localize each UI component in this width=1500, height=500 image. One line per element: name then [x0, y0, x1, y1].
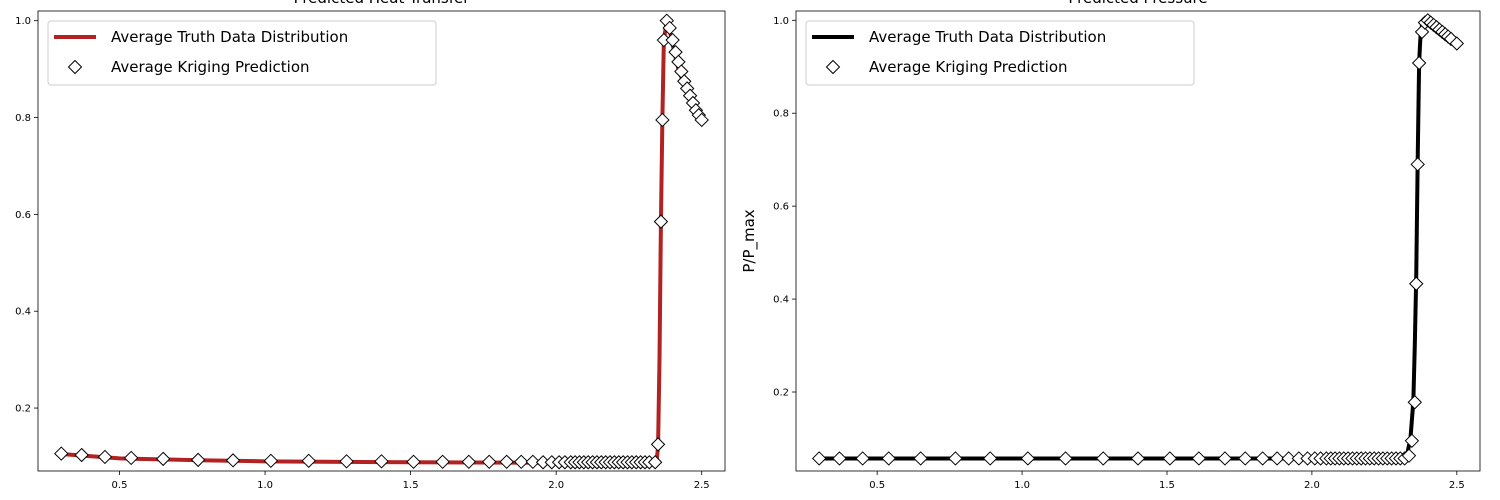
data-point — [301, 453, 316, 469]
legend: Average Truth Data Distribution Average K… — [805, 20, 1195, 86]
data-point — [525, 454, 541, 470]
data-point — [1217, 451, 1233, 466]
data-point — [913, 451, 928, 466]
data-point — [74, 447, 89, 463]
data-point — [1443, 31, 1459, 47]
data-point — [514, 454, 529, 470]
data-point — [482, 454, 497, 470]
data-point — [1162, 451, 1178, 466]
x-tick-label: 1.0 — [1014, 480, 1030, 491]
axes-frame — [37, 10, 726, 472]
x-tick-label: 2.0 — [548, 480, 564, 491]
x-tick-label: 1.0 — [257, 480, 273, 491]
legend-box — [805, 20, 1195, 86]
data-point — [1269, 451, 1285, 466]
legend: Average Truth Data Distribution Average K… — [47, 20, 437, 86]
data-point — [97, 449, 113, 465]
chart-0: Predicted Heat Transfer 0.5 1.0 1.5 2.0 2.5 0.… — [15, 0, 726, 491]
data-point — [694, 112, 709, 128]
data-point — [1411, 55, 1427, 71]
data-point — [982, 451, 998, 466]
series-line-0 — [819, 18, 1459, 461]
y-tick-label: 0.4 — [773, 295, 789, 306]
legend-marker-swatch — [67, 59, 83, 75]
data-point — [1238, 451, 1253, 466]
data-point — [374, 454, 389, 469]
x-tick-label: 0.5 — [869, 480, 885, 491]
y-tick-label: 0.6 — [773, 202, 789, 213]
x-tick-label: 2.5 — [694, 480, 710, 491]
chart-1: Predicted Pressure P/P_max 0.5 1.0 1.5 2.0 2.5… — [740, 0, 1481, 491]
y-tick-label: 0.2 — [773, 388, 789, 399]
data-point — [1058, 451, 1073, 466]
legend-marker-swatch — [825, 59, 841, 75]
y-tick-label: 0.2 — [15, 404, 31, 415]
data-point — [650, 437, 666, 452]
data-point — [1449, 36, 1465, 51]
chart-title: Predicted Pressure — [1068, 0, 1207, 7]
data-point — [1130, 451, 1146, 466]
x-tick-label: 1.5 — [1159, 480, 1175, 491]
y-tick-label: 0.6 — [15, 210, 31, 221]
data-point — [1410, 157, 1425, 172]
data-point — [1191, 451, 1207, 466]
x-tick-label: 2.0 — [1304, 480, 1320, 491]
data-point — [1281, 451, 1296, 466]
y-tick-label: 0.4 — [15, 307, 31, 318]
data-point — [1401, 448, 1417, 463]
legend-label: Average Kriging Prediction — [111, 58, 310, 76]
data-point — [435, 454, 450, 470]
data-point — [647, 455, 663, 470]
data-point — [1096, 451, 1111, 466]
x-tick-label: 1.5 — [403, 480, 419, 491]
data-point — [499, 454, 514, 470]
y-axis-label: P/P_max — [740, 209, 759, 272]
chart-title: Predicted Heat Transfer — [294, 0, 471, 7]
series-line-0 — [61, 18, 704, 465]
data-point — [881, 451, 896, 466]
data-point — [225, 453, 241, 468]
legend-label: Average Truth Data Distribution — [869, 28, 1106, 46]
data-point — [406, 454, 421, 470]
data-point — [653, 214, 669, 229]
data-point — [1020, 451, 1036, 466]
data-point — [855, 451, 870, 466]
legend-label: Average Kriging Prediction — [869, 58, 1068, 76]
data-point — [655, 112, 670, 128]
data-point — [263, 453, 279, 469]
x-tick-label: 2.5 — [1449, 480, 1465, 491]
data-point — [461, 454, 477, 470]
data-point — [1404, 433, 1420, 449]
y-tick-label: 1.0 — [15, 16, 31, 27]
data-point — [811, 451, 827, 466]
data-point — [54, 446, 69, 461]
y-tick-label: 0.8 — [15, 113, 31, 124]
data-point — [190, 452, 206, 468]
y-tick-label: 1.0 — [773, 16, 789, 27]
legend-label: Average Truth Data Distribution — [111, 28, 348, 46]
data-point — [665, 32, 680, 48]
data-point — [832, 451, 847, 466]
data-point — [1255, 451, 1270, 466]
y-tick-label: 0.8 — [773, 109, 789, 120]
legend-box — [47, 20, 437, 86]
data-point — [662, 20, 677, 36]
data-point — [948, 451, 963, 466]
data-point — [1409, 276, 1424, 291]
data-point — [155, 451, 171, 467]
data-point — [1407, 395, 1422, 410]
x-tick-label: 0.5 — [112, 480, 128, 491]
data-point — [123, 450, 139, 466]
axes-frame — [795, 10, 1481, 472]
data-point — [339, 454, 354, 469]
